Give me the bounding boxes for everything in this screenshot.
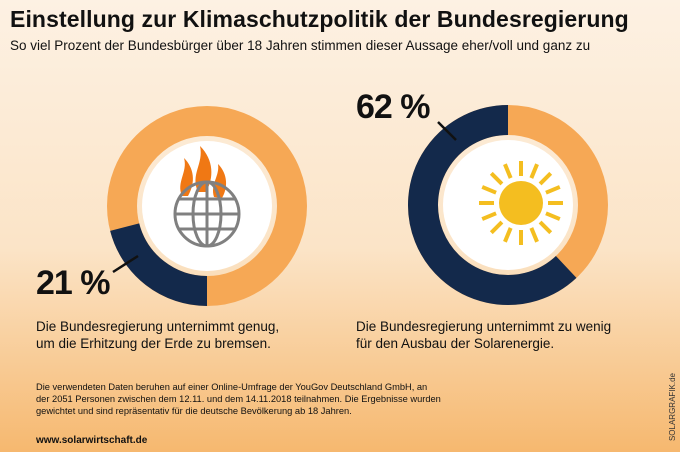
sun-ray <box>503 163 513 179</box>
donut-chart-1 <box>107 106 307 306</box>
sun-ray <box>538 171 553 186</box>
burning-globe-icon <box>173 146 241 248</box>
sun-ray <box>529 227 539 243</box>
sun-icon <box>479 161 563 245</box>
sun-disc <box>499 181 543 225</box>
donut-1-percent-label: 21 % <box>36 264 110 302</box>
globe <box>173 180 241 248</box>
donut-2-agree-segment <box>408 105 577 305</box>
donut-2-leader-line <box>437 121 457 141</box>
donut-1-caption-line-1: Die Bundesregierung unternimmt genug, <box>36 319 280 334</box>
donut-2-caption: Die Bundesregierung unternimmt zu wenig … <box>356 318 656 352</box>
sun-ray <box>481 211 497 221</box>
sun-ray <box>489 171 504 186</box>
footnote-line-3: gewichtet und sind repräsentativ für die… <box>36 406 352 417</box>
sun-ray <box>503 227 513 243</box>
chart-subtitle: So viel Prozent der Bundesbürger über 18… <box>10 38 591 53</box>
sun-rays <box>479 161 563 245</box>
donut-2-percent-label: 62 % <box>356 88 430 126</box>
donut-1-leader-line <box>112 254 139 274</box>
donut-1-caption-line-2: um die Erhitzung der Erde zu bremsen. <box>36 336 271 351</box>
sun-ray <box>545 211 561 221</box>
donut-chart-2 <box>408 105 608 305</box>
chart-title: Einstellung zur Klimaschutzpolitik der B… <box>10 6 629 32</box>
sun-ray <box>489 220 504 235</box>
donut-2-caption-line-1: Die Bundesregierung unternimmt zu wenig <box>356 319 612 334</box>
footnote: Die verwendeten Daten beruhen auf einer … <box>36 381 441 418</box>
website-link[interactable]: www.solarwirtschaft.de <box>36 435 148 446</box>
footnote-line-1: Die verwendeten Daten beruhen auf einer … <box>36 382 428 392</box>
sun-ray <box>481 185 497 195</box>
credit-label: SOLARGRAFIK.de <box>668 373 677 442</box>
footnote-line-2: der 2051 Personen zwischen dem 12.11. un… <box>36 394 441 405</box>
sun-ray <box>538 220 553 235</box>
donut-1-agree-segment <box>110 222 208 306</box>
sun-ray <box>545 185 561 195</box>
donut-2-caption-line-2: für den Ausbau der Solarenergie. <box>356 336 555 351</box>
donut-1-caption: Die Bundesregierung unternimmt genug, um… <box>36 318 336 352</box>
sun-ray <box>529 163 539 179</box>
